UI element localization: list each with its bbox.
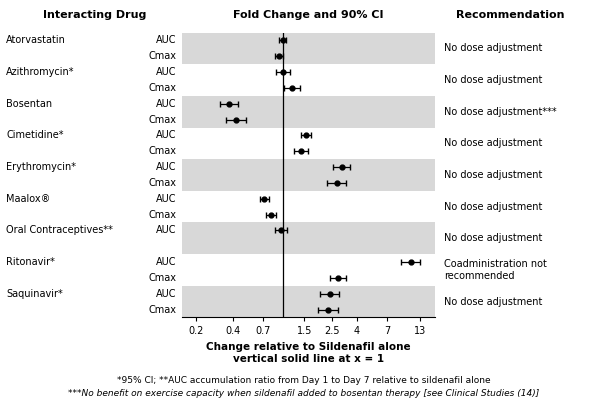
Text: Oral Contraceptives**: Oral Contraceptives** [6,225,113,235]
Text: Cmax: Cmax [148,83,176,93]
Text: No dose adjustment: No dose adjustment [444,138,542,149]
Bar [182,159,435,191]
Text: ***No benefit on exercise capacity when sildenafil added to bosentan therapy [se: ***No benefit on exercise capacity when … [68,389,540,398]
Text: Cmax: Cmax [148,273,176,283]
Text: ***No benefit on exercise capacity when sildenafil added to bosentan therapy [se: ***No benefit on exercise capacity when … [0,406,1,407]
Text: *95% CI; **AUC accumulation ratio from Day 1 to Day 7 relative to sildenafil alo: *95% CI; **AUC accumulation ratio from D… [117,376,491,385]
Text: Cmax: Cmax [148,304,176,315]
Text: AUC: AUC [156,194,176,204]
Text: AUC: AUC [156,99,176,109]
Text: Cmax: Cmax [148,146,176,156]
Text: Erythromycin*: Erythromycin* [6,162,76,172]
Text: No dose adjustment: No dose adjustment [444,75,542,85]
Text: Cmax: Cmax [148,210,176,220]
Text: Maalox®: Maalox® [6,194,50,204]
Text: Cmax: Cmax [148,178,176,188]
Bar [182,286,435,317]
Text: AUC: AUC [156,67,176,77]
Bar [182,96,435,127]
Text: No dose adjustment: No dose adjustment [444,170,542,180]
Bar [182,223,435,254]
Text: Cmax: Cmax [148,115,176,125]
Text: Interacting Drug: Interacting Drug [43,10,146,20]
Text: No dose adjustment: No dose adjustment [444,44,542,53]
Text: Fold Change and 90% CI: Fold Change and 90% CI [233,10,384,20]
Text: ***No benefit on exercise capacity when sildenafil added to bosentan therapy: ***No benefit on exercise capacity when … [0,406,1,407]
Text: AUC: AUC [156,162,176,172]
Text: Saquinavir*: Saquinavir* [6,289,63,299]
Text: AUC: AUC [156,257,176,267]
Text: Cmax: Cmax [148,51,176,61]
Text: Atorvastatin: Atorvastatin [6,35,66,46]
Bar [182,33,435,64]
Text: Change relative to Sildenafil alone: Change relative to Sildenafil alone [206,342,411,352]
Text: AUC: AUC [156,225,176,235]
Text: No dose adjustment: No dose adjustment [444,201,542,212]
Text: No dose adjustment***: No dose adjustment*** [444,107,556,117]
Text: AUC: AUC [156,35,176,46]
Text: AUC: AUC [156,130,176,140]
Text: Ritonavir*: Ritonavir* [6,257,55,267]
Text: No dose adjustment: No dose adjustment [444,297,542,306]
Text: No dose adjustment: No dose adjustment [444,233,542,243]
Text: Coadministration not
recommended: Coadministration not recommended [444,259,547,281]
Text: Bosentan: Bosentan [6,99,52,109]
Text: Cimetidine*: Cimetidine* [6,130,64,140]
Text: vertical solid line at x = 1: vertical solid line at x = 1 [233,354,384,364]
Text: Azithromycin*: Azithromycin* [6,67,75,77]
Text: Recommendation: Recommendation [457,10,565,20]
Text: AUC: AUC [156,289,176,299]
